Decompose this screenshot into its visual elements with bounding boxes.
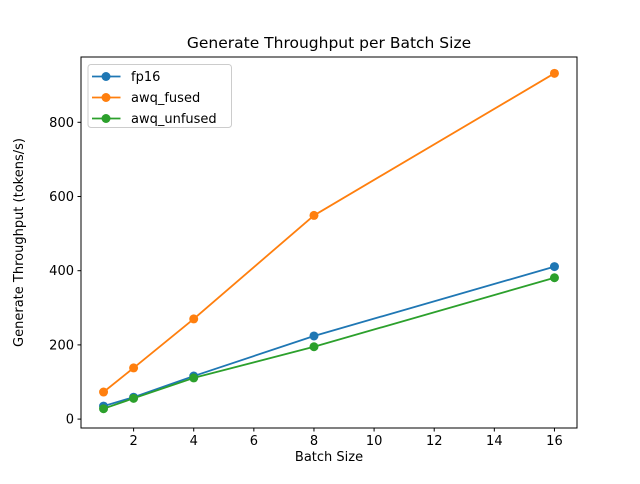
data-point-awq_fused: [549, 68, 559, 78]
x-tick-label: 14: [486, 434, 503, 449]
data-point-awq_fused: [189, 314, 199, 324]
legend-box: [87, 64, 232, 128]
series-line-awq_unfused: [102, 276, 556, 410]
x-tick-label: 16: [546, 434, 563, 449]
x-axis-label: Batch Size: [295, 450, 363, 465]
legend-marker-icon: [101, 72, 111, 81]
x-tick-label: 12: [426, 434, 443, 449]
legend: fp16 awq_fused awq_unfused: [87, 64, 232, 128]
data-point-fp16: [309, 331, 319, 341]
data-point-fp16: [549, 262, 559, 272]
chart-title: Generate Throughput per Batch Size: [187, 34, 471, 52]
axes-frame: [80, 56, 578, 429]
y-axis-label: Generate Throughput (tokens/s): [12, 138, 27, 347]
data-point-awq_unfused: [99, 404, 109, 414]
data-point-awq_fused: [309, 210, 319, 220]
y-tick-label: 400: [49, 264, 74, 279]
data-point-awq_unfused: [189, 373, 199, 383]
axis-ticks: 2 4 6 8 10 12 14 16 0 200 400 600 800: [49, 116, 563, 449]
data-point-awq_unfused: [309, 342, 319, 352]
y-tick-label: 200: [49, 338, 74, 353]
legend-marker-icon: [101, 93, 111, 102]
legend-item-fp16: fp16: [92, 70, 160, 85]
data-point-awq_fused: [129, 363, 139, 373]
data-point-awq_unfused: [549, 273, 559, 283]
y-tick-label: 600: [49, 190, 74, 205]
x-tick-label: 8: [310, 434, 318, 449]
x-tick-label: 6: [250, 434, 258, 449]
y-tick-label: 0: [66, 413, 74, 428]
legend-label: awq_unfused: [131, 112, 217, 127]
legend-item-awq_fused: awq_fused: [92, 91, 200, 106]
x-tick-label: 10: [366, 434, 383, 449]
legend-label: awq_fused: [131, 91, 200, 106]
plot-area: [99, 68, 559, 414]
x-tick-label: 4: [190, 434, 198, 449]
data-point-awq_fused: [99, 387, 109, 397]
data-point-awq_unfused: [129, 393, 139, 403]
legend-label: fp16: [131, 70, 160, 85]
y-tick-label: 800: [49, 116, 74, 131]
legend-marker-icon: [101, 114, 111, 123]
legend-item-awq_unfused: awq_unfused: [92, 112, 217, 127]
x-tick-label: 2: [129, 434, 137, 449]
